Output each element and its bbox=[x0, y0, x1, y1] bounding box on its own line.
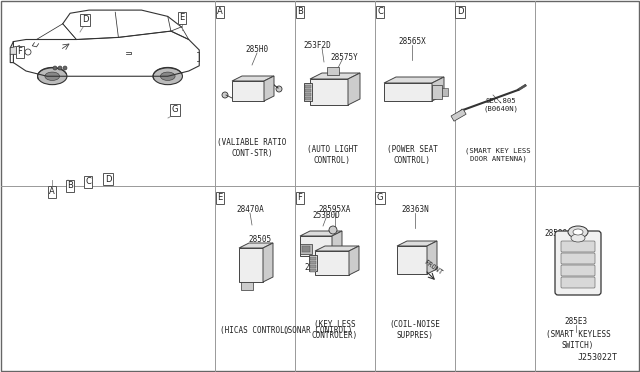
Polygon shape bbox=[300, 236, 332, 256]
Text: (VALIABLE RATIO
CONT-STR): (VALIABLE RATIO CONT-STR) bbox=[218, 138, 287, 158]
Text: D: D bbox=[82, 16, 88, 25]
Text: (SMART KEYLESS
SWITCH): (SMART KEYLESS SWITCH) bbox=[546, 330, 611, 350]
Polygon shape bbox=[397, 246, 427, 274]
Polygon shape bbox=[239, 248, 263, 282]
Text: E: E bbox=[218, 193, 223, 202]
Polygon shape bbox=[263, 243, 273, 282]
Ellipse shape bbox=[573, 229, 583, 235]
Bar bbox=[310, 257, 316, 260]
Text: 28505: 28505 bbox=[248, 235, 271, 244]
FancyBboxPatch shape bbox=[561, 277, 595, 288]
Text: 253F2D: 253F2D bbox=[303, 41, 331, 49]
Polygon shape bbox=[264, 76, 274, 101]
Polygon shape bbox=[432, 77, 444, 101]
Bar bbox=[305, 93, 311, 96]
Text: (KEY LESS
CONTROLER): (KEY LESS CONTROLER) bbox=[312, 320, 358, 340]
Text: (HICAS CONTROL): (HICAS CONTROL) bbox=[220, 326, 290, 334]
Text: F: F bbox=[17, 48, 22, 57]
Polygon shape bbox=[427, 241, 437, 274]
FancyArrow shape bbox=[454, 109, 464, 119]
Ellipse shape bbox=[45, 72, 60, 80]
Text: (COIL-NOISE
SUPPRES): (COIL-NOISE SUPPRES) bbox=[390, 320, 440, 340]
Bar bbox=[310, 265, 316, 267]
Polygon shape bbox=[232, 81, 264, 101]
Text: E: E bbox=[179, 13, 184, 22]
Text: 28599: 28599 bbox=[545, 228, 568, 237]
Bar bbox=[327, 67, 339, 75]
Ellipse shape bbox=[571, 234, 585, 242]
Text: C: C bbox=[85, 177, 91, 186]
Text: (POWER SEAT
CONTROL): (POWER SEAT CONTROL) bbox=[387, 145, 437, 165]
Bar bbox=[241, 282, 253, 290]
Bar bbox=[442, 88, 448, 96]
Bar bbox=[302, 246, 310, 252]
Circle shape bbox=[58, 66, 62, 70]
Text: D: D bbox=[105, 174, 111, 183]
Bar bbox=[304, 83, 312, 101]
Ellipse shape bbox=[153, 68, 182, 85]
FancyBboxPatch shape bbox=[561, 253, 595, 264]
Text: 285H0: 285H0 bbox=[245, 45, 269, 55]
Polygon shape bbox=[10, 46, 20, 54]
Polygon shape bbox=[384, 77, 444, 83]
Text: 28575Y: 28575Y bbox=[330, 54, 358, 62]
FancyBboxPatch shape bbox=[561, 265, 595, 276]
Text: B: B bbox=[297, 7, 303, 16]
Text: C: C bbox=[377, 7, 383, 16]
Text: 28470A: 28470A bbox=[236, 205, 264, 215]
Polygon shape bbox=[315, 251, 349, 275]
Text: G: G bbox=[172, 106, 179, 115]
Polygon shape bbox=[310, 79, 348, 105]
Bar bbox=[451, 109, 466, 121]
Polygon shape bbox=[300, 231, 342, 236]
Circle shape bbox=[25, 49, 31, 55]
Text: G: G bbox=[377, 193, 383, 202]
Text: (SONAR CONTROL): (SONAR CONTROL) bbox=[284, 326, 353, 334]
Ellipse shape bbox=[161, 72, 175, 80]
Polygon shape bbox=[349, 246, 359, 275]
Bar bbox=[310, 269, 316, 272]
Bar bbox=[310, 261, 316, 263]
Polygon shape bbox=[232, 76, 274, 81]
Polygon shape bbox=[348, 73, 360, 105]
Text: SEC.805
(B0640N): SEC.805 (B0640N) bbox=[483, 98, 518, 112]
Ellipse shape bbox=[38, 68, 67, 85]
Polygon shape bbox=[384, 83, 432, 101]
FancyArrow shape bbox=[518, 84, 527, 91]
Circle shape bbox=[276, 86, 282, 92]
Ellipse shape bbox=[568, 226, 588, 238]
Text: J253022T: J253022T bbox=[578, 353, 618, 362]
Polygon shape bbox=[332, 231, 342, 256]
Text: 253B0D: 253B0D bbox=[312, 211, 340, 219]
Polygon shape bbox=[239, 243, 273, 248]
Bar bbox=[305, 85, 311, 87]
Text: 28363N: 28363N bbox=[401, 205, 429, 215]
Bar bbox=[432, 85, 442, 99]
Circle shape bbox=[329, 226, 337, 234]
Circle shape bbox=[53, 66, 57, 70]
Text: 28595XA: 28595XA bbox=[319, 205, 351, 215]
Bar bbox=[305, 89, 311, 92]
FancyBboxPatch shape bbox=[555, 231, 601, 295]
FancyBboxPatch shape bbox=[561, 241, 595, 252]
Polygon shape bbox=[310, 73, 360, 79]
Bar bbox=[309, 255, 317, 271]
Text: A: A bbox=[217, 7, 223, 16]
Text: (AUTO LIGHT
CONTROL): (AUTO LIGHT CONTROL) bbox=[307, 145, 357, 165]
Text: D: D bbox=[457, 7, 463, 16]
Text: (SMART KEY LESS
DOOR ANTENNA): (SMART KEY LESS DOOR ANTENNA) bbox=[465, 148, 531, 162]
Text: B: B bbox=[67, 182, 73, 190]
Bar bbox=[305, 97, 311, 99]
Text: 28565X: 28565X bbox=[398, 38, 426, 46]
Polygon shape bbox=[397, 241, 437, 246]
Bar bbox=[300, 244, 312, 254]
Text: A: A bbox=[49, 187, 55, 196]
Circle shape bbox=[63, 66, 67, 70]
Text: FRONT: FRONT bbox=[423, 259, 444, 276]
Text: 25990T: 25990T bbox=[304, 263, 332, 273]
Polygon shape bbox=[315, 246, 359, 251]
Circle shape bbox=[222, 92, 228, 98]
Text: 285E3: 285E3 bbox=[564, 317, 588, 327]
Text: F: F bbox=[298, 193, 303, 202]
